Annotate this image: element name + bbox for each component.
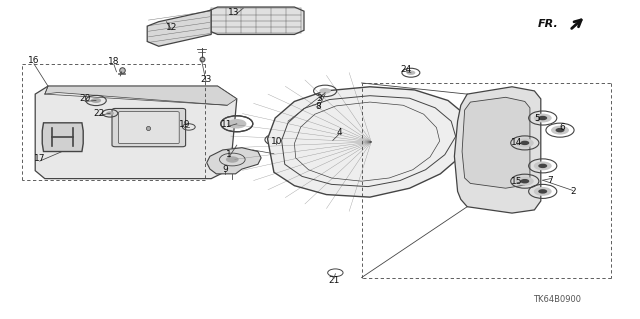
Circle shape: [538, 116, 547, 120]
Polygon shape: [42, 123, 83, 152]
Circle shape: [106, 111, 114, 115]
Polygon shape: [45, 86, 237, 105]
Text: 18: 18: [108, 57, 120, 66]
Circle shape: [534, 161, 552, 170]
Circle shape: [227, 119, 246, 129]
Circle shape: [516, 138, 534, 147]
Text: 16: 16: [28, 56, 40, 65]
Text: 5: 5: [535, 114, 540, 122]
Text: 8: 8: [316, 102, 321, 111]
Text: 20: 20: [79, 94, 91, 103]
Text: 2: 2: [570, 187, 575, 196]
Circle shape: [270, 137, 283, 143]
Text: 19: 19: [179, 120, 190, 129]
Text: 9: 9: [223, 165, 228, 174]
Text: 21: 21: [328, 276, 340, 285]
Polygon shape: [268, 87, 472, 197]
Polygon shape: [454, 87, 541, 213]
Polygon shape: [35, 86, 237, 179]
Circle shape: [520, 179, 529, 183]
Circle shape: [516, 177, 534, 186]
Text: 15: 15: [511, 177, 523, 186]
Text: 14: 14: [511, 138, 523, 147]
Text: 23: 23: [200, 75, 212, 84]
Circle shape: [319, 88, 331, 94]
Circle shape: [534, 187, 552, 196]
Text: TK64B0900: TK64B0900: [532, 295, 581, 304]
Polygon shape: [147, 10, 211, 46]
Circle shape: [538, 164, 547, 168]
Circle shape: [551, 126, 569, 135]
Text: 3: 3: [316, 94, 321, 103]
Polygon shape: [462, 97, 530, 188]
Circle shape: [556, 128, 564, 132]
Circle shape: [91, 98, 101, 103]
FancyBboxPatch shape: [118, 112, 179, 144]
Circle shape: [226, 156, 239, 163]
Text: 12: 12: [166, 23, 177, 32]
Text: 6: 6: [559, 123, 564, 132]
Text: 22: 22: [93, 109, 105, 118]
Text: FR.: FR.: [538, 19, 558, 29]
Text: 17: 17: [34, 154, 45, 163]
Text: 11: 11: [221, 120, 233, 129]
Text: 7: 7: [548, 176, 553, 185]
Text: 24: 24: [401, 65, 412, 74]
Text: 4: 4: [337, 128, 342, 137]
Text: 1: 1: [227, 150, 232, 159]
Text: 10: 10: [271, 137, 282, 146]
Circle shape: [534, 114, 552, 122]
Circle shape: [520, 141, 529, 145]
Polygon shape: [208, 7, 304, 34]
Circle shape: [538, 189, 547, 194]
Circle shape: [406, 70, 415, 75]
Polygon shape: [207, 148, 261, 174]
Text: 13: 13: [228, 8, 239, 17]
FancyBboxPatch shape: [112, 108, 186, 147]
